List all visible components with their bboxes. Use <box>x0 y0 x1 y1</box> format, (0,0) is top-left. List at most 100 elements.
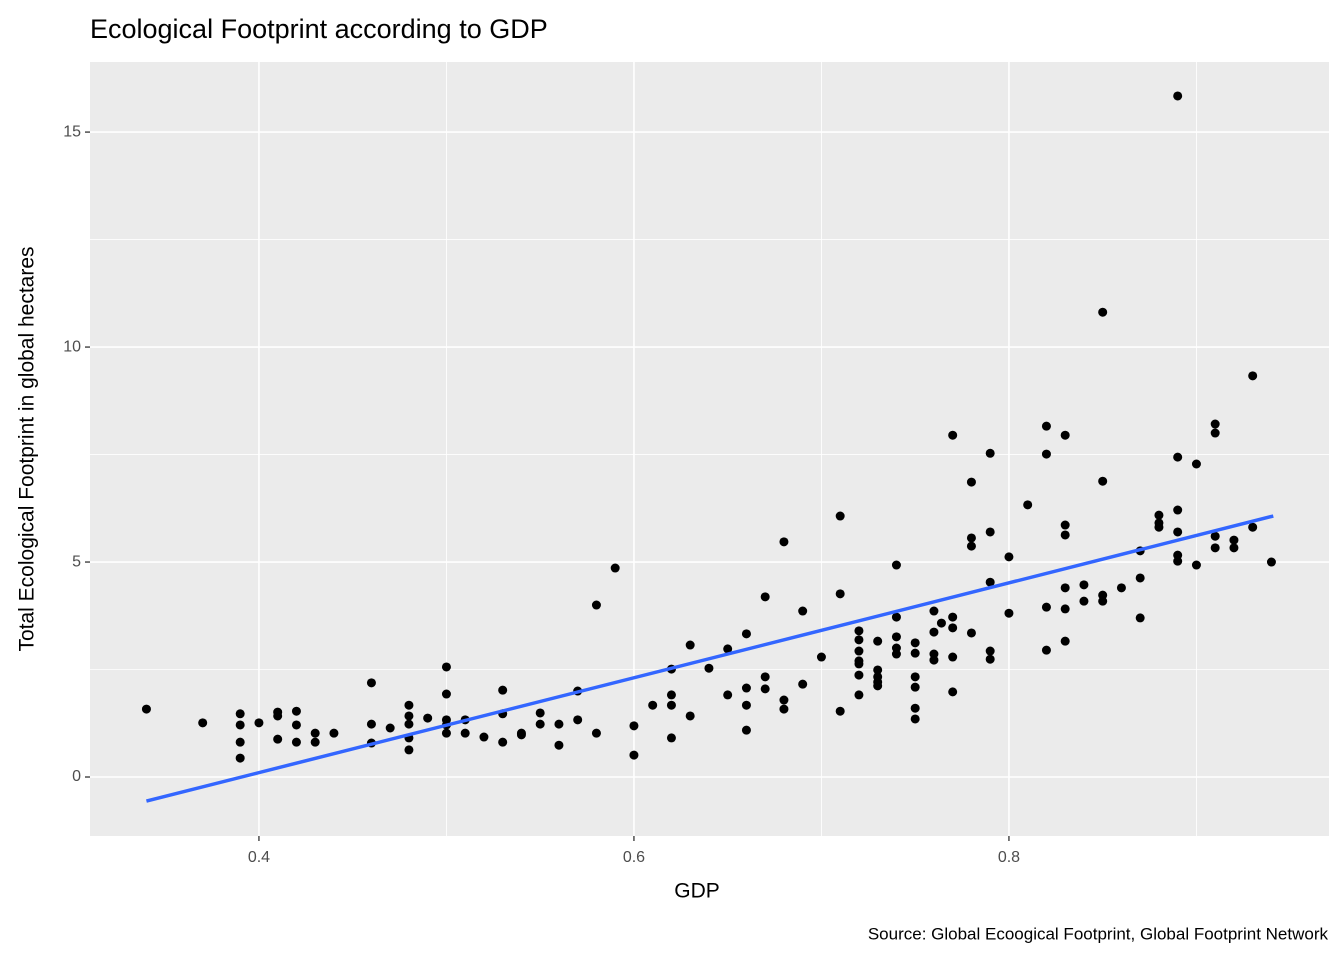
point <box>1041 645 1051 655</box>
point <box>610 563 620 573</box>
point <box>441 728 451 738</box>
point <box>873 636 883 646</box>
point <box>948 652 958 662</box>
point <box>873 681 883 691</box>
point <box>404 719 414 729</box>
point <box>1154 522 1164 532</box>
point <box>1135 613 1145 623</box>
point <box>948 687 958 697</box>
point <box>966 541 976 551</box>
point <box>423 713 433 723</box>
point <box>910 703 920 713</box>
point <box>948 430 958 440</box>
point <box>291 720 301 730</box>
point <box>198 718 208 728</box>
point <box>235 709 245 719</box>
x-axis-title: GDP <box>674 880 720 903</box>
point <box>910 648 920 658</box>
y-tick-label: 15 <box>63 123 81 140</box>
point <box>310 737 320 747</box>
point <box>1116 583 1126 593</box>
point <box>666 733 676 743</box>
point <box>235 720 245 730</box>
point <box>366 678 376 688</box>
y-tick-label: 10 <box>63 338 81 355</box>
point <box>1079 596 1089 606</box>
point <box>1210 419 1220 429</box>
point <box>1041 602 1051 612</box>
point <box>666 700 676 710</box>
point <box>1060 430 1070 440</box>
point <box>1173 556 1183 566</box>
point <box>235 753 245 763</box>
point <box>1041 421 1051 431</box>
point <box>929 627 939 637</box>
point <box>235 737 245 747</box>
point <box>948 612 958 622</box>
point <box>1173 452 1183 462</box>
point <box>891 612 901 622</box>
point <box>329 728 339 738</box>
point <box>779 695 789 705</box>
point <box>1023 500 1033 510</box>
point <box>741 725 751 735</box>
point <box>929 655 939 665</box>
trend-line <box>146 514 1274 803</box>
y-axis-title: Total Ecological Footprint in global hec… <box>16 246 39 651</box>
point <box>404 711 414 721</box>
point <box>948 623 958 633</box>
point <box>1004 552 1014 562</box>
point <box>1229 535 1239 545</box>
point <box>1191 560 1201 570</box>
point <box>141 704 151 714</box>
point <box>910 672 920 682</box>
point <box>554 740 564 750</box>
point <box>723 690 733 700</box>
chart-title: Ecological Footprint according to GDP <box>90 14 548 44</box>
point <box>760 684 770 694</box>
point <box>985 527 995 537</box>
point <box>291 706 301 716</box>
point <box>291 737 301 747</box>
point <box>1098 307 1108 317</box>
point <box>1229 543 1239 553</box>
point <box>779 704 789 714</box>
point <box>404 745 414 755</box>
point <box>535 708 545 718</box>
point <box>891 560 901 570</box>
point <box>854 646 864 656</box>
point <box>854 670 864 680</box>
point <box>1135 573 1145 583</box>
grid <box>90 62 1329 836</box>
point <box>1060 604 1070 614</box>
point <box>910 638 920 648</box>
point <box>1191 459 1201 469</box>
x-tick-label: 0.6 <box>623 849 645 866</box>
caption: Source: Global Ecoogical Footprint, Glob… <box>868 924 1329 943</box>
point <box>1173 527 1183 537</box>
point <box>816 652 826 662</box>
point <box>985 577 995 587</box>
point <box>741 700 751 710</box>
point <box>1210 543 1220 553</box>
point <box>760 672 770 682</box>
point <box>1210 428 1220 438</box>
point <box>629 721 639 731</box>
point <box>460 728 470 738</box>
point <box>441 662 451 672</box>
point <box>910 714 920 724</box>
point <box>441 689 451 699</box>
point <box>1154 510 1164 520</box>
point <box>404 700 414 710</box>
point <box>966 628 976 638</box>
point <box>798 679 808 689</box>
marks <box>141 91 1276 803</box>
point <box>798 606 808 616</box>
point <box>273 711 283 721</box>
point <box>1266 557 1276 567</box>
point <box>985 448 995 458</box>
point <box>516 730 526 740</box>
point <box>1098 476 1108 486</box>
